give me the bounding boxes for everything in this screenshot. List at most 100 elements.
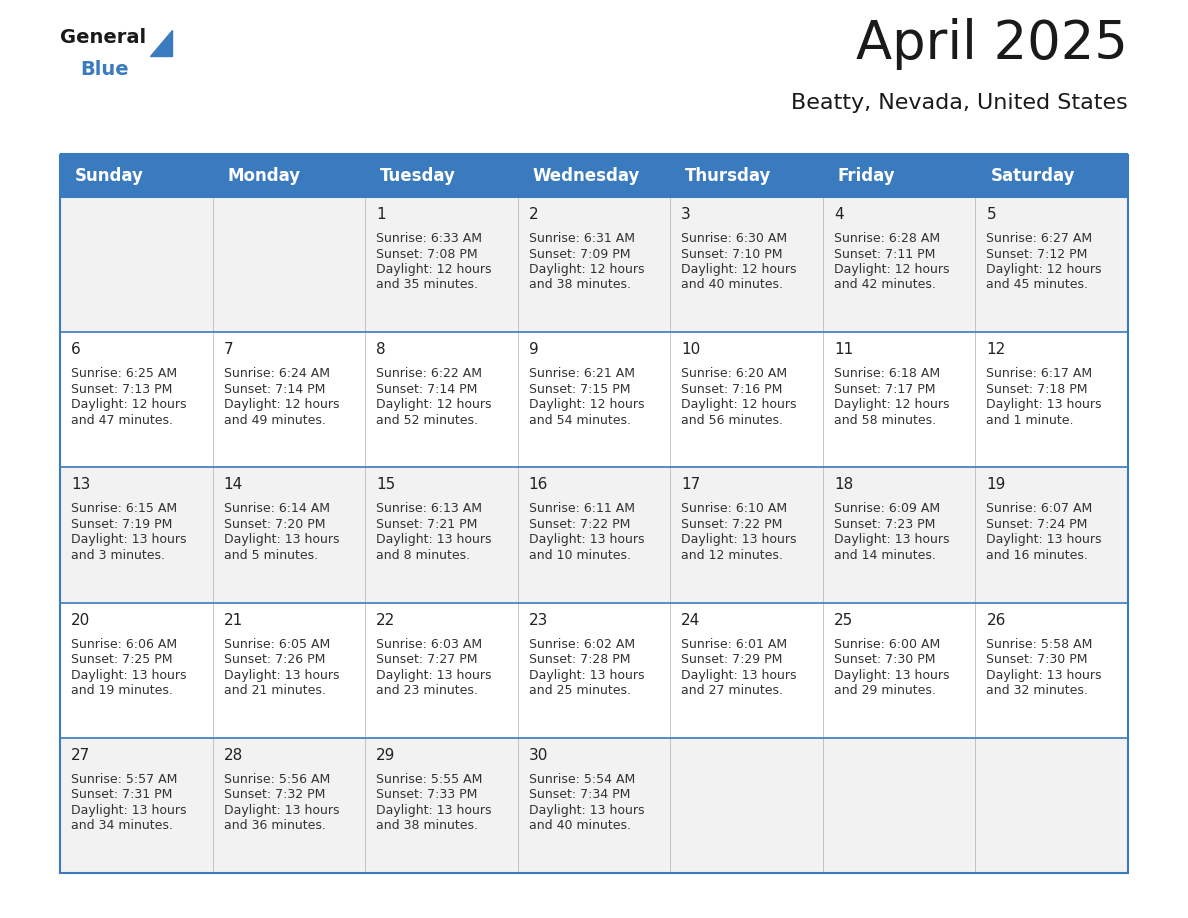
Text: Sunrise: 6:20 AM: Sunrise: 6:20 AM [681, 367, 788, 380]
Bar [61, 467, 1127, 602]
Text: Sunset: 7:13 PM: Sunset: 7:13 PM [71, 383, 172, 396]
Text: and 47 minutes.: and 47 minutes. [71, 414, 173, 427]
Text: 27: 27 [71, 748, 90, 763]
Text: Sunset: 7:30 PM: Sunset: 7:30 PM [834, 653, 935, 666]
Text: Daylight: 13 hours: Daylight: 13 hours [223, 668, 339, 681]
Text: Sunset: 7:15 PM: Sunset: 7:15 PM [529, 383, 630, 396]
Text: and 21 minutes.: and 21 minutes. [223, 684, 326, 697]
Text: 12: 12 [986, 342, 1006, 357]
Text: 1: 1 [377, 207, 386, 222]
Text: Wednesday: Wednesday [532, 167, 640, 185]
Text: Sunset: 7:12 PM: Sunset: 7:12 PM [986, 248, 1088, 261]
Text: and 36 minutes.: and 36 minutes. [223, 819, 326, 833]
Text: Daylight: 12 hours: Daylight: 12 hours [377, 398, 492, 411]
Bar [61, 738, 1127, 873]
Text: General: General [61, 28, 146, 47]
Text: Sunrise: 6:18 AM: Sunrise: 6:18 AM [834, 367, 940, 380]
Text: Daylight: 13 hours: Daylight: 13 hours [834, 668, 949, 681]
Text: and 1 minute.: and 1 minute. [986, 414, 1074, 427]
Text: Sunset: 7:29 PM: Sunset: 7:29 PM [681, 653, 783, 666]
Text: Daylight: 13 hours: Daylight: 13 hours [529, 668, 644, 681]
Text: Beatty, Nevada, United States: Beatty, Nevada, United States [791, 93, 1127, 113]
Text: Sunrise: 6:10 AM: Sunrise: 6:10 AM [681, 502, 788, 515]
Text: Sunset: 7:23 PM: Sunset: 7:23 PM [834, 518, 935, 531]
Bar [61, 602, 1127, 738]
Text: Daylight: 12 hours: Daylight: 12 hours [529, 263, 644, 276]
Text: 25: 25 [834, 612, 853, 628]
Text: Sunrise: 6:11 AM: Sunrise: 6:11 AM [529, 502, 634, 515]
Text: Daylight: 13 hours: Daylight: 13 hours [223, 804, 339, 817]
Text: and 54 minutes.: and 54 minutes. [529, 414, 631, 427]
Text: Sunset: 7:22 PM: Sunset: 7:22 PM [529, 518, 630, 531]
Text: and 56 minutes.: and 56 minutes. [681, 414, 783, 427]
Text: Daylight: 13 hours: Daylight: 13 hours [681, 533, 797, 546]
Text: Thursday: Thursday [685, 167, 772, 185]
Text: Sunrise: 5:54 AM: Sunrise: 5:54 AM [529, 773, 634, 786]
Text: and 52 minutes.: and 52 minutes. [377, 414, 478, 427]
Text: Daylight: 13 hours: Daylight: 13 hours [377, 668, 492, 681]
Bar [61, 197, 1127, 332]
Text: Sunset: 7:14 PM: Sunset: 7:14 PM [377, 383, 478, 396]
Text: and 49 minutes.: and 49 minutes. [223, 414, 326, 427]
Text: Daylight: 13 hours: Daylight: 13 hours [681, 668, 797, 681]
Text: Sunrise: 6:03 AM: Sunrise: 6:03 AM [377, 638, 482, 651]
Text: Daylight: 12 hours: Daylight: 12 hours [529, 398, 644, 411]
Text: Sunrise: 6:09 AM: Sunrise: 6:09 AM [834, 502, 940, 515]
Text: Sunset: 7:11 PM: Sunset: 7:11 PM [834, 248, 935, 261]
Text: and 32 minutes.: and 32 minutes. [986, 684, 1088, 697]
Text: Sunset: 7:34 PM: Sunset: 7:34 PM [529, 789, 630, 801]
Bar [61, 155, 1127, 197]
Text: Sunrise: 6:05 AM: Sunrise: 6:05 AM [223, 638, 330, 651]
Text: and 16 minutes.: and 16 minutes. [986, 549, 1088, 562]
Text: Sunset: 7:24 PM: Sunset: 7:24 PM [986, 518, 1088, 531]
Text: Daylight: 13 hours: Daylight: 13 hours [529, 533, 644, 546]
Text: 20: 20 [71, 612, 90, 628]
Text: and 10 minutes.: and 10 minutes. [529, 549, 631, 562]
Text: Tuesday: Tuesday [380, 167, 456, 185]
Text: Sunrise: 6:06 AM: Sunrise: 6:06 AM [71, 638, 177, 651]
Text: 29: 29 [377, 748, 396, 763]
Text: Sunrise: 6:07 AM: Sunrise: 6:07 AM [986, 502, 1093, 515]
Text: Sunrise: 6:33 AM: Sunrise: 6:33 AM [377, 232, 482, 245]
Text: and 5 minutes.: and 5 minutes. [223, 549, 317, 562]
Text: and 8 minutes.: and 8 minutes. [377, 549, 470, 562]
Text: Sunrise: 5:55 AM: Sunrise: 5:55 AM [377, 773, 482, 786]
Text: Sunrise: 6:21 AM: Sunrise: 6:21 AM [529, 367, 634, 380]
Text: Sunrise: 6:31 AM: Sunrise: 6:31 AM [529, 232, 634, 245]
Text: Daylight: 13 hours: Daylight: 13 hours [223, 533, 339, 546]
Text: Sunset: 7:26 PM: Sunset: 7:26 PM [223, 653, 326, 666]
Text: Daylight: 12 hours: Daylight: 12 hours [681, 263, 797, 276]
Text: Sunset: 7:25 PM: Sunset: 7:25 PM [71, 653, 172, 666]
Text: Sunrise: 6:25 AM: Sunrise: 6:25 AM [71, 367, 177, 380]
Polygon shape [150, 30, 172, 56]
Text: and 40 minutes.: and 40 minutes. [529, 819, 631, 833]
Text: 4: 4 [834, 207, 843, 222]
Text: Sunrise: 6:00 AM: Sunrise: 6:00 AM [834, 638, 940, 651]
Text: Daylight: 13 hours: Daylight: 13 hours [834, 533, 949, 546]
Text: Sunset: 7:28 PM: Sunset: 7:28 PM [529, 653, 630, 666]
Text: 21: 21 [223, 612, 242, 628]
Text: Sunrise: 6:27 AM: Sunrise: 6:27 AM [986, 232, 1093, 245]
Text: and 35 minutes.: and 35 minutes. [377, 278, 478, 292]
Text: Sunset: 7:18 PM: Sunset: 7:18 PM [986, 383, 1088, 396]
Text: and 34 minutes.: and 34 minutes. [71, 819, 173, 833]
Text: Blue: Blue [80, 60, 128, 79]
Text: Sunrise: 6:28 AM: Sunrise: 6:28 AM [834, 232, 940, 245]
Text: Daylight: 12 hours: Daylight: 12 hours [834, 263, 949, 276]
Text: Sunset: 7:14 PM: Sunset: 7:14 PM [223, 383, 326, 396]
Text: Sunset: 7:09 PM: Sunset: 7:09 PM [529, 248, 630, 261]
Text: 15: 15 [377, 477, 396, 492]
Text: and 14 minutes.: and 14 minutes. [834, 549, 936, 562]
Text: Sunset: 7:16 PM: Sunset: 7:16 PM [681, 383, 783, 396]
Text: Sunset: 7:20 PM: Sunset: 7:20 PM [223, 518, 326, 531]
Text: Sunset: 7:10 PM: Sunset: 7:10 PM [681, 248, 783, 261]
Text: 8: 8 [377, 342, 386, 357]
Text: Daylight: 13 hours: Daylight: 13 hours [71, 668, 187, 681]
Text: 22: 22 [377, 612, 396, 628]
Text: Daylight: 12 hours: Daylight: 12 hours [223, 398, 339, 411]
Text: Sunset: 7:08 PM: Sunset: 7:08 PM [377, 248, 478, 261]
Text: Saturday: Saturday [991, 167, 1075, 185]
Text: Daylight: 13 hours: Daylight: 13 hours [986, 668, 1102, 681]
Text: 13: 13 [71, 477, 90, 492]
Text: and 29 minutes.: and 29 minutes. [834, 684, 936, 697]
